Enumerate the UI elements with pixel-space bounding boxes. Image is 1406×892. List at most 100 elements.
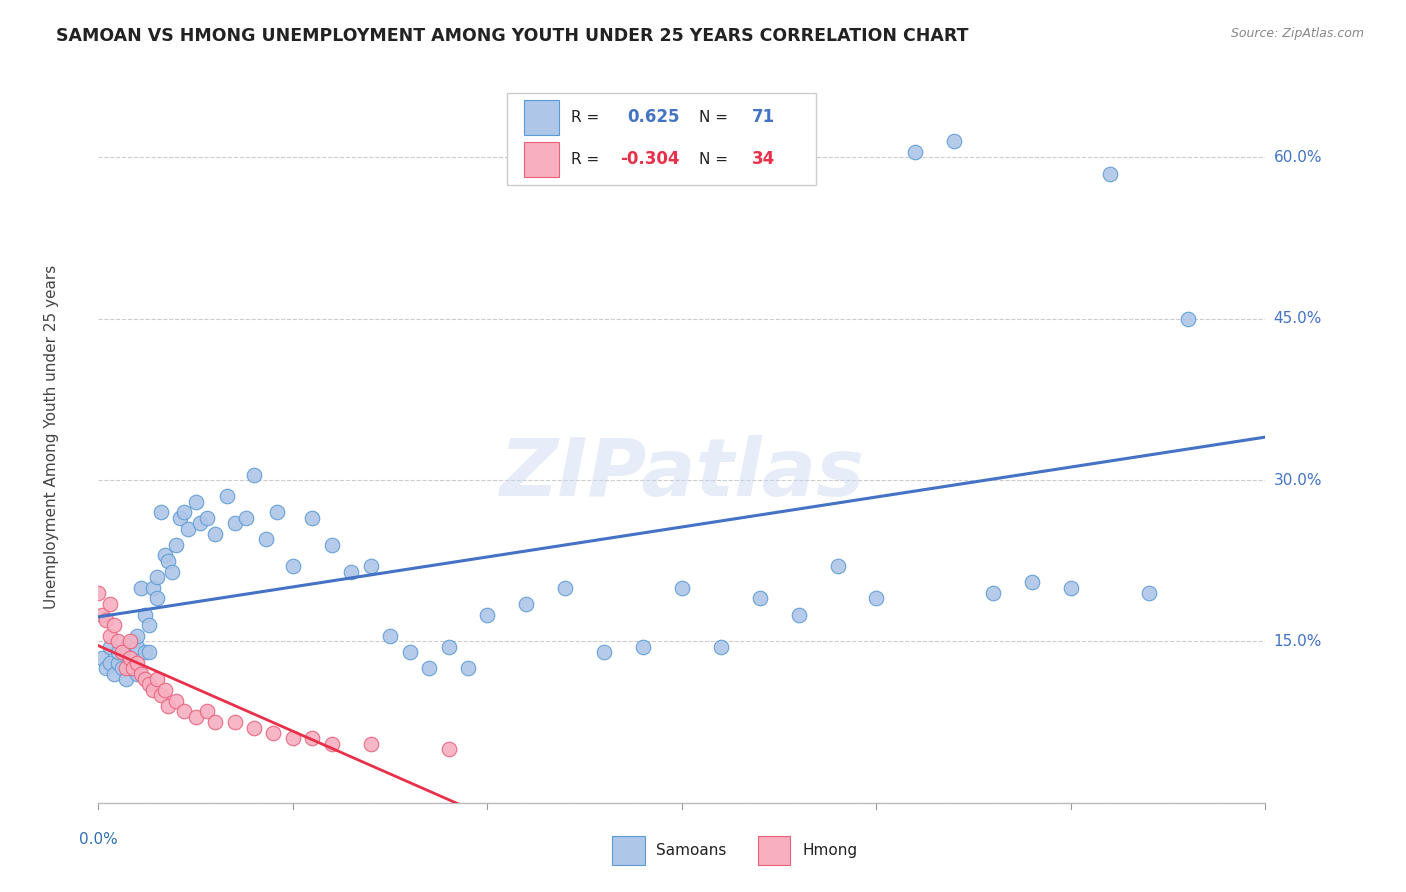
- Point: [91, 607, 114, 622]
- Point: [321, 538, 343, 552]
- FancyBboxPatch shape: [508, 94, 815, 185]
- Point: [457, 661, 479, 675]
- Point: [98, 656, 121, 670]
- Point: [173, 705, 195, 719]
- Point: [91, 650, 114, 665]
- Point: [235, 510, 257, 524]
- Point: [149, 688, 172, 702]
- Point: [943, 134, 966, 148]
- Point: [418, 661, 440, 675]
- Bar: [524, 100, 560, 135]
- Text: 15.0%: 15.0%: [1274, 634, 1322, 649]
- Point: [321, 737, 343, 751]
- Point: [281, 559, 304, 574]
- Point: [380, 629, 402, 643]
- Point: [146, 672, 169, 686]
- Point: [1137, 586, 1160, 600]
- Point: [114, 661, 136, 675]
- Point: [162, 565, 184, 579]
- Point: [103, 666, 125, 681]
- Point: [243, 721, 266, 735]
- Point: [437, 640, 460, 654]
- Point: [1060, 581, 1083, 595]
- Point: [138, 677, 160, 691]
- Point: [360, 559, 382, 574]
- Point: [165, 538, 187, 552]
- Point: [98, 640, 121, 654]
- Point: [122, 634, 145, 648]
- Point: [554, 581, 576, 595]
- Point: [301, 510, 323, 524]
- Point: [153, 682, 176, 697]
- Point: [111, 661, 134, 675]
- Point: [254, 533, 277, 547]
- Point: [224, 715, 246, 730]
- Point: [134, 672, 156, 686]
- Point: [1177, 311, 1199, 326]
- Point: [904, 145, 927, 159]
- Point: [173, 505, 195, 519]
- Point: [515, 597, 537, 611]
- Point: [177, 521, 200, 535]
- Point: [204, 715, 226, 730]
- Text: R =: R =: [571, 152, 605, 167]
- Text: Hmong: Hmong: [801, 843, 858, 858]
- Point: [146, 591, 169, 606]
- Point: [1098, 167, 1121, 181]
- Point: [243, 467, 266, 482]
- Point: [127, 656, 149, 670]
- Point: [107, 645, 129, 659]
- Point: [157, 554, 180, 568]
- Point: [710, 640, 733, 654]
- Text: ZIPatlas: ZIPatlas: [499, 434, 865, 513]
- Point: [1021, 575, 1043, 590]
- Point: [477, 607, 499, 622]
- Text: Source: ZipAtlas.com: Source: ZipAtlas.com: [1230, 27, 1364, 40]
- Text: SAMOAN VS HMONG UNEMPLOYMENT AMONG YOUTH UNDER 25 YEARS CORRELATION CHART: SAMOAN VS HMONG UNEMPLOYMENT AMONG YOUTH…: [56, 27, 969, 45]
- Point: [149, 505, 172, 519]
- Point: [87, 586, 110, 600]
- Point: [437, 742, 460, 756]
- Point: [107, 634, 129, 648]
- Text: 34: 34: [752, 150, 775, 168]
- Point: [98, 629, 121, 643]
- Point: [301, 731, 323, 746]
- Text: N =: N =: [699, 110, 734, 125]
- Point: [103, 618, 125, 632]
- Bar: [758, 836, 790, 865]
- Point: [281, 731, 304, 746]
- Point: [118, 650, 141, 665]
- Point: [865, 591, 887, 606]
- Point: [360, 737, 382, 751]
- Point: [631, 640, 654, 654]
- Point: [165, 693, 187, 707]
- Point: [122, 661, 145, 675]
- Point: [748, 591, 770, 606]
- Point: [118, 650, 141, 665]
- Point: [262, 726, 284, 740]
- Point: [138, 618, 160, 632]
- Point: [184, 494, 207, 508]
- Point: [340, 565, 363, 579]
- Point: [142, 581, 165, 595]
- Point: [224, 516, 246, 530]
- Point: [98, 597, 121, 611]
- Point: [981, 586, 1004, 600]
- Point: [146, 570, 169, 584]
- Point: [118, 661, 141, 675]
- Point: [134, 645, 156, 659]
- Point: [188, 516, 211, 530]
- Point: [169, 510, 191, 524]
- Point: [593, 645, 616, 659]
- Point: [134, 607, 156, 622]
- Text: -0.304: -0.304: [620, 150, 679, 168]
- Text: 30.0%: 30.0%: [1274, 473, 1322, 488]
- Text: N =: N =: [699, 152, 734, 167]
- Point: [153, 549, 176, 563]
- Point: [398, 645, 420, 659]
- Bar: [612, 836, 644, 865]
- Point: [215, 489, 238, 503]
- Point: [111, 645, 134, 659]
- Point: [195, 705, 218, 719]
- Point: [671, 581, 693, 595]
